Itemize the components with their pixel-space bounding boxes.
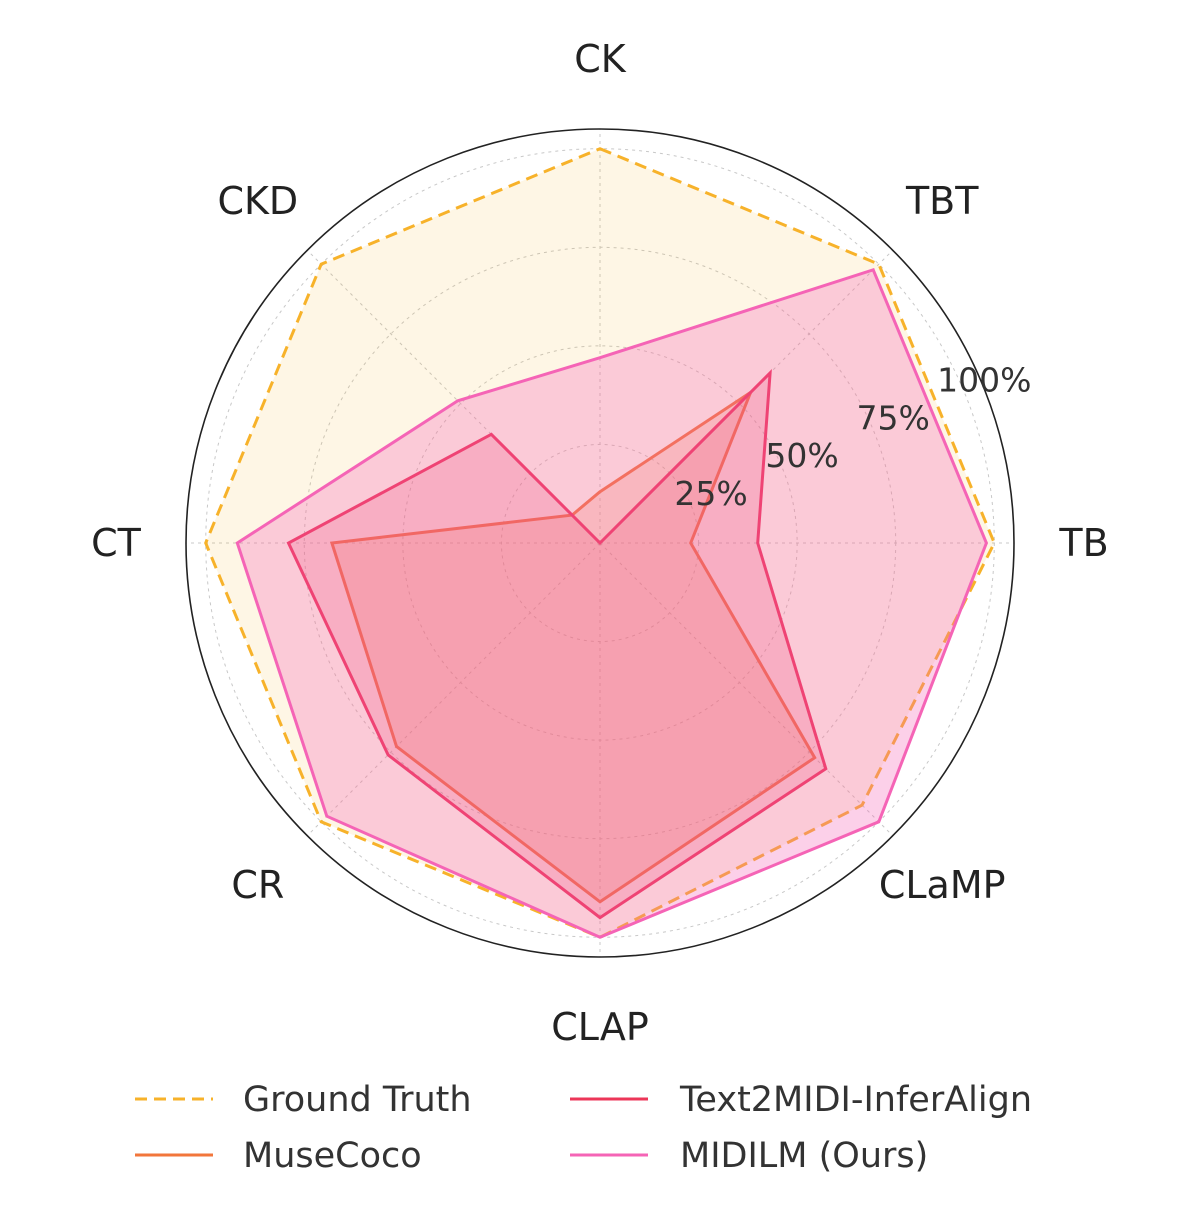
legend: Ground Truth MuseCoco Text2MIDI-InferAli… bbox=[135, 1080, 1032, 1176]
outer-frame bbox=[185, 128, 1015, 958]
axis-label-ck: CK bbox=[574, 37, 627, 81]
radial-ticks: 25% 50% 75%100% bbox=[674, 361, 1031, 513]
grid-spoke-clamp bbox=[599, 542, 894, 837]
series-layer bbox=[204, 147, 996, 939]
legend-label-ground-truth: Ground Truth bbox=[243, 1080, 472, 1120]
tick-label-25: 25% bbox=[674, 474, 747, 513]
axis-label-ckd: CKD bbox=[217, 179, 298, 223]
axis-labels: CK TBT TB CLaMP CLAP CR CT CKD bbox=[91, 37, 1109, 1049]
grid-spoke-tbt bbox=[599, 249, 894, 544]
grid-spoke-ckd bbox=[306, 249, 601, 544]
axis-label-tbt: TBT bbox=[905, 179, 979, 223]
axis-label-cr: CR bbox=[231, 863, 284, 907]
tick-label-75: 75% bbox=[857, 398, 930, 437]
legend-label-musecoco: MuseCoco bbox=[243, 1136, 422, 1176]
series-text2midi-inferalign bbox=[286, 368, 828, 920]
tick-label-100: 100% bbox=[937, 361, 1031, 400]
legend-label-midilm: MIDILM (Ours) bbox=[680, 1136, 928, 1176]
axis-label-clap: CLAP bbox=[551, 1005, 649, 1049]
axis-label-ct: CT bbox=[91, 521, 142, 565]
axis-label-tb: TB bbox=[1058, 521, 1108, 565]
axis-label-clamp: CLaMP bbox=[879, 863, 1006, 907]
legend-label-text2midi-inferalign: Text2MIDI-InferAlign bbox=[679, 1080, 1032, 1120]
series-musecoco bbox=[329, 388, 817, 904]
tick-label-50: 50% bbox=[765, 436, 838, 475]
grid-spoke-cr bbox=[306, 542, 601, 837]
series-midilm-ours bbox=[235, 267, 989, 939]
